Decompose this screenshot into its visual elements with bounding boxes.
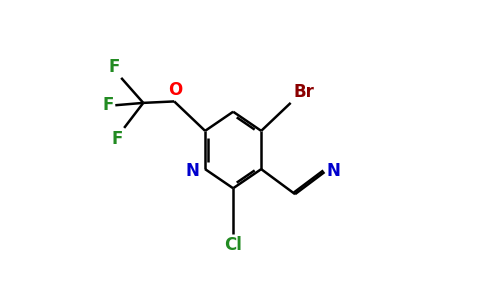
Text: O: O: [167, 81, 182, 99]
Text: N: N: [186, 162, 200, 180]
Text: Br: Br: [293, 83, 314, 101]
Text: F: F: [103, 96, 114, 114]
Text: N: N: [327, 162, 341, 180]
Text: F: F: [108, 58, 120, 76]
Text: F: F: [111, 130, 122, 148]
Text: Cl: Cl: [224, 236, 242, 254]
